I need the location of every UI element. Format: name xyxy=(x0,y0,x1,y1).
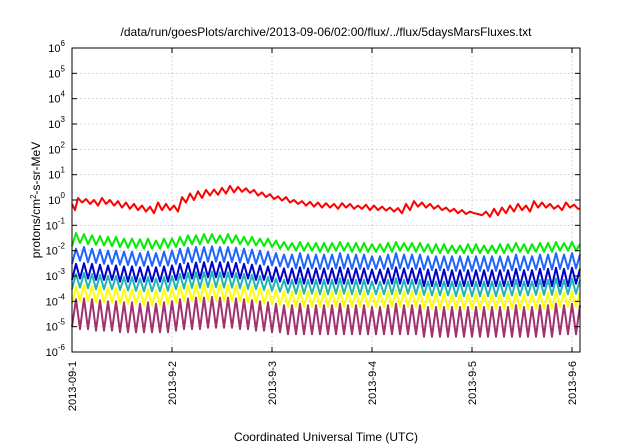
y-tick-label: 103 xyxy=(48,115,65,131)
y-tick-base: 10 xyxy=(48,195,60,207)
x-tick-label: 2013-9-4 xyxy=(367,361,379,405)
series-line xyxy=(71,184,580,218)
y-tick-exponent: 3 xyxy=(61,115,66,124)
y-tick-exponent: -3 xyxy=(58,267,66,276)
y-tick-labels: 10-610-510-410-310-210-11001011021031041… xyxy=(46,39,66,359)
y-tick-base: 10 xyxy=(46,246,58,258)
y-tick-label: 101 xyxy=(48,166,65,182)
x-tick-labels: 2013-09-1 2013-9-2 2013-9-3 2013-9-4 2013-9-… xyxy=(67,361,579,411)
x-tick-label: 2013-9-2 xyxy=(167,361,179,405)
y-tick-label: 10-3 xyxy=(46,267,66,283)
y-tick-label: 10-2 xyxy=(46,242,66,258)
y-axis-label-base: protons/cm xyxy=(29,199,43,258)
y-tick-label: 104 xyxy=(48,90,65,106)
y-tick-label: 105 xyxy=(48,64,65,80)
y-tick-label: 100 xyxy=(48,191,65,207)
x-tick-label: 2013-9-3 xyxy=(267,361,279,405)
series-lines xyxy=(71,184,581,338)
y-axis-label-rest: -s-sr-MeV xyxy=(29,142,43,195)
y-tick-exponent: 4 xyxy=(61,90,66,99)
y-axis-label-sup: 2 xyxy=(29,194,38,199)
y-tick-base: 10 xyxy=(46,322,58,334)
chart-title: /data/run/goesPlots/archive/2013-09-06/0… xyxy=(121,25,533,39)
y-tick-label: 10-5 xyxy=(46,318,66,334)
grid xyxy=(72,48,580,352)
y-tick-base: 10 xyxy=(46,296,58,308)
x-tick-label: 2013-9-5 xyxy=(467,361,479,405)
series-line xyxy=(71,232,581,255)
y-tick-base: 10 xyxy=(48,68,60,80)
x-tick-label: 2013-9-6 xyxy=(567,361,579,405)
y-tick-exponent: -5 xyxy=(58,318,66,327)
y-tick-exponent: 6 xyxy=(61,39,66,48)
y-tick-label: 10-6 xyxy=(46,343,66,359)
y-tick-label: 106 xyxy=(48,39,65,55)
y-tick-base: 10 xyxy=(48,94,60,106)
y-tick-label: 10-4 xyxy=(46,292,66,308)
series-line xyxy=(71,245,581,272)
y-tick-exponent: -1 xyxy=(58,216,66,225)
y-tick-exponent: 0 xyxy=(61,191,66,200)
y-tick-exponent: -4 xyxy=(58,292,66,301)
series-line xyxy=(71,282,581,310)
y-tick-base: 10 xyxy=(46,271,58,283)
y-tick-exponent: 5 xyxy=(61,64,66,73)
y-tick-exponent: -6 xyxy=(58,343,66,352)
y-tick-base: 10 xyxy=(48,170,60,182)
y-tick-exponent: 1 xyxy=(61,166,66,175)
y-tick-base: 10 xyxy=(48,119,60,131)
axis-ticks xyxy=(71,47,580,353)
y-tick-label: 10-1 xyxy=(46,216,66,232)
y-tick-base: 10 xyxy=(46,220,58,232)
y-tick-label: 102 xyxy=(48,140,65,156)
y-tick-base: 10 xyxy=(48,43,60,55)
series-line xyxy=(71,260,581,288)
y-axis-label: protons/cm2-s-sr-MeV xyxy=(29,142,44,258)
y-tick-base: 10 xyxy=(48,144,60,156)
y-tick-exponent: -2 xyxy=(58,242,66,251)
y-tick-exponent: 2 xyxy=(61,140,66,149)
series-line xyxy=(71,295,581,338)
series-line xyxy=(71,270,581,298)
y-tick-base: 10 xyxy=(46,347,58,359)
x-axis-label: Coordinated Universal Time (UTC) xyxy=(234,430,418,444)
x-tick-label: 2013-09-1 xyxy=(67,361,79,411)
